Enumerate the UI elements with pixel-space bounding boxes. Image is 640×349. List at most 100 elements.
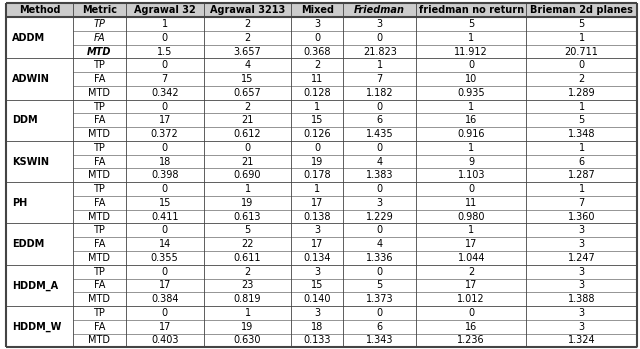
Text: 1.182: 1.182 — [366, 88, 394, 98]
Text: 6: 6 — [376, 116, 383, 125]
Text: TP: TP — [93, 19, 106, 29]
Text: 1.388: 1.388 — [568, 294, 595, 304]
Text: 0: 0 — [579, 60, 585, 70]
Text: MTD: MTD — [88, 294, 110, 304]
Text: 15: 15 — [159, 198, 171, 208]
Text: 0: 0 — [162, 225, 168, 235]
Text: 17: 17 — [465, 280, 477, 290]
Text: 1: 1 — [579, 184, 585, 194]
Text: Agrawal 32: Agrawal 32 — [134, 5, 196, 15]
Text: 0: 0 — [376, 102, 383, 112]
Text: friedman no return: friedman no return — [419, 5, 524, 15]
Text: 0.980: 0.980 — [458, 211, 485, 222]
Text: Mixed: Mixed — [301, 5, 333, 15]
Text: 5: 5 — [579, 116, 585, 125]
Text: 2: 2 — [244, 33, 251, 43]
Text: 22: 22 — [241, 239, 254, 249]
Text: 2: 2 — [244, 267, 251, 277]
Text: 1: 1 — [314, 102, 320, 112]
Text: 10: 10 — [465, 74, 477, 84]
Text: HDDM_A: HDDM_A — [12, 280, 58, 290]
Text: FA: FA — [93, 280, 105, 290]
Text: 5: 5 — [244, 225, 251, 235]
Text: 0.355: 0.355 — [151, 253, 179, 263]
Text: 0.411: 0.411 — [151, 211, 179, 222]
Text: 19: 19 — [241, 198, 253, 208]
Text: 0.128: 0.128 — [303, 88, 331, 98]
Text: 2: 2 — [244, 19, 251, 29]
Text: 1.435: 1.435 — [366, 129, 394, 139]
Text: 0: 0 — [376, 184, 383, 194]
Text: 7: 7 — [162, 74, 168, 84]
Text: 1.012: 1.012 — [458, 294, 485, 304]
Text: 1.348: 1.348 — [568, 129, 595, 139]
Text: 16: 16 — [465, 322, 477, 332]
Text: 5: 5 — [376, 280, 383, 290]
Text: 1.343: 1.343 — [366, 335, 394, 346]
Text: 0: 0 — [314, 33, 320, 43]
Text: 3: 3 — [579, 280, 585, 290]
Text: 0.133: 0.133 — [303, 335, 331, 346]
Text: 0: 0 — [468, 184, 474, 194]
Text: 20.711: 20.711 — [564, 47, 598, 57]
Text: 0.372: 0.372 — [151, 129, 179, 139]
Text: 0.178: 0.178 — [303, 170, 331, 180]
Text: HDDM_W: HDDM_W — [12, 321, 61, 332]
Text: 1.324: 1.324 — [568, 335, 595, 346]
Text: 1.236: 1.236 — [458, 335, 485, 346]
Text: 3: 3 — [314, 308, 320, 318]
Text: 3: 3 — [376, 198, 383, 208]
Text: TP: TP — [93, 60, 106, 70]
Text: 1: 1 — [468, 143, 474, 153]
Text: MTD: MTD — [88, 170, 110, 180]
Text: 0.630: 0.630 — [234, 335, 261, 346]
Text: 1: 1 — [376, 60, 383, 70]
Text: 17: 17 — [159, 116, 171, 125]
Text: 3: 3 — [579, 239, 585, 249]
Text: 1: 1 — [579, 102, 585, 112]
Text: 6: 6 — [579, 157, 585, 166]
Text: 0.134: 0.134 — [303, 253, 331, 263]
Text: 16: 16 — [465, 116, 477, 125]
Text: PH: PH — [12, 198, 27, 208]
Text: 17: 17 — [465, 239, 477, 249]
Text: TP: TP — [93, 225, 106, 235]
Text: 17: 17 — [159, 280, 171, 290]
Text: FA: FA — [93, 157, 105, 166]
Text: 23: 23 — [241, 280, 253, 290]
Text: 21: 21 — [241, 157, 253, 166]
Text: 1: 1 — [314, 184, 320, 194]
Text: 0: 0 — [162, 267, 168, 277]
Text: 0.403: 0.403 — [151, 335, 179, 346]
Text: 1: 1 — [244, 184, 251, 194]
Text: 7: 7 — [579, 198, 585, 208]
Text: 1: 1 — [162, 19, 168, 29]
Text: 21: 21 — [241, 116, 253, 125]
Text: Agrawal 3213: Agrawal 3213 — [210, 5, 285, 15]
Text: 1.289: 1.289 — [568, 88, 595, 98]
Text: FA: FA — [93, 198, 105, 208]
Text: MTD: MTD — [88, 211, 110, 222]
Text: DDM: DDM — [12, 116, 37, 125]
Text: 0.690: 0.690 — [234, 170, 261, 180]
Text: FA: FA — [93, 74, 105, 84]
Text: 4: 4 — [244, 60, 251, 70]
Text: 0: 0 — [314, 143, 320, 153]
Text: 4: 4 — [376, 239, 383, 249]
Text: 17: 17 — [311, 198, 323, 208]
Text: 17: 17 — [159, 322, 171, 332]
Text: 0.398: 0.398 — [151, 170, 179, 180]
Text: 3: 3 — [579, 225, 585, 235]
Text: 6: 6 — [376, 322, 383, 332]
Text: MTD: MTD — [88, 129, 110, 139]
Text: 1: 1 — [468, 33, 474, 43]
Text: Method: Method — [19, 5, 61, 15]
Text: MTD: MTD — [88, 335, 110, 346]
Text: 0.916: 0.916 — [458, 129, 485, 139]
Text: 3: 3 — [579, 267, 585, 277]
Text: 0: 0 — [162, 102, 168, 112]
Text: 15: 15 — [311, 280, 323, 290]
Text: KSWIN: KSWIN — [12, 157, 49, 166]
Text: 0: 0 — [376, 308, 383, 318]
Text: 0.342: 0.342 — [151, 88, 179, 98]
